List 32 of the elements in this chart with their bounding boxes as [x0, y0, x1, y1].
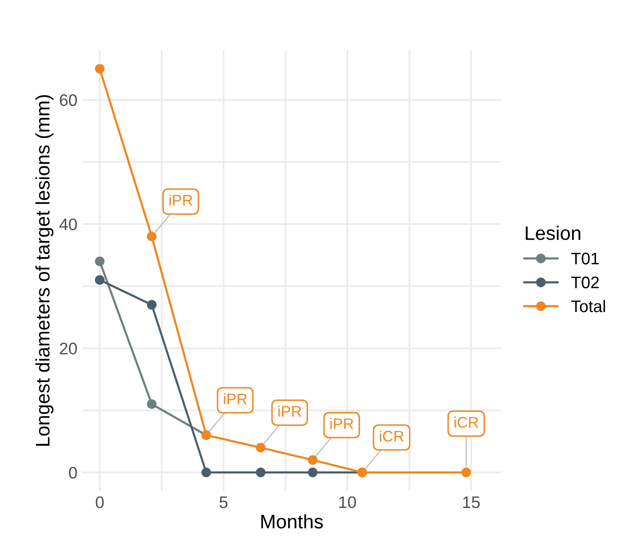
annotation: iCR	[380, 430, 404, 442]
annotation: iPR	[330, 418, 354, 430]
annotation: iCR	[454, 416, 478, 428]
annotation: iPR	[169, 194, 192, 206]
point	[94, 256, 105, 266]
point	[201, 468, 212, 478]
point	[94, 64, 105, 74]
y-tick-label: 40	[59, 218, 77, 230]
point	[146, 399, 157, 409]
legend-label: Total	[571, 300, 605, 312]
annotation: iPR	[278, 406, 302, 417]
x-tick-label: 10	[339, 496, 356, 508]
y-tick-label: 20	[60, 342, 77, 354]
y-axis-title: Longest diameters of target lesions (mm)	[35, 95, 54, 446]
legend-label: T02	[571, 276, 599, 288]
annotation: iPR	[224, 393, 247, 404]
legend-label: T01	[571, 252, 599, 264]
x-axis-title: Months	[261, 514, 323, 528]
point	[146, 300, 157, 310]
x-tick-label: 0	[96, 496, 104, 508]
point	[94, 275, 105, 285]
point	[461, 468, 472, 478]
point	[256, 442, 266, 452]
y-tick-label: 60	[60, 94, 77, 106]
y-tick-label: 0	[68, 466, 77, 479]
point	[256, 468, 266, 478]
point	[308, 455, 318, 465]
x-tick-label: 5	[220, 496, 228, 508]
legend-title: Lesion	[526, 226, 580, 240]
point	[146, 232, 157, 242]
x-tick-label: 15	[463, 496, 480, 508]
point	[308, 468, 318, 478]
